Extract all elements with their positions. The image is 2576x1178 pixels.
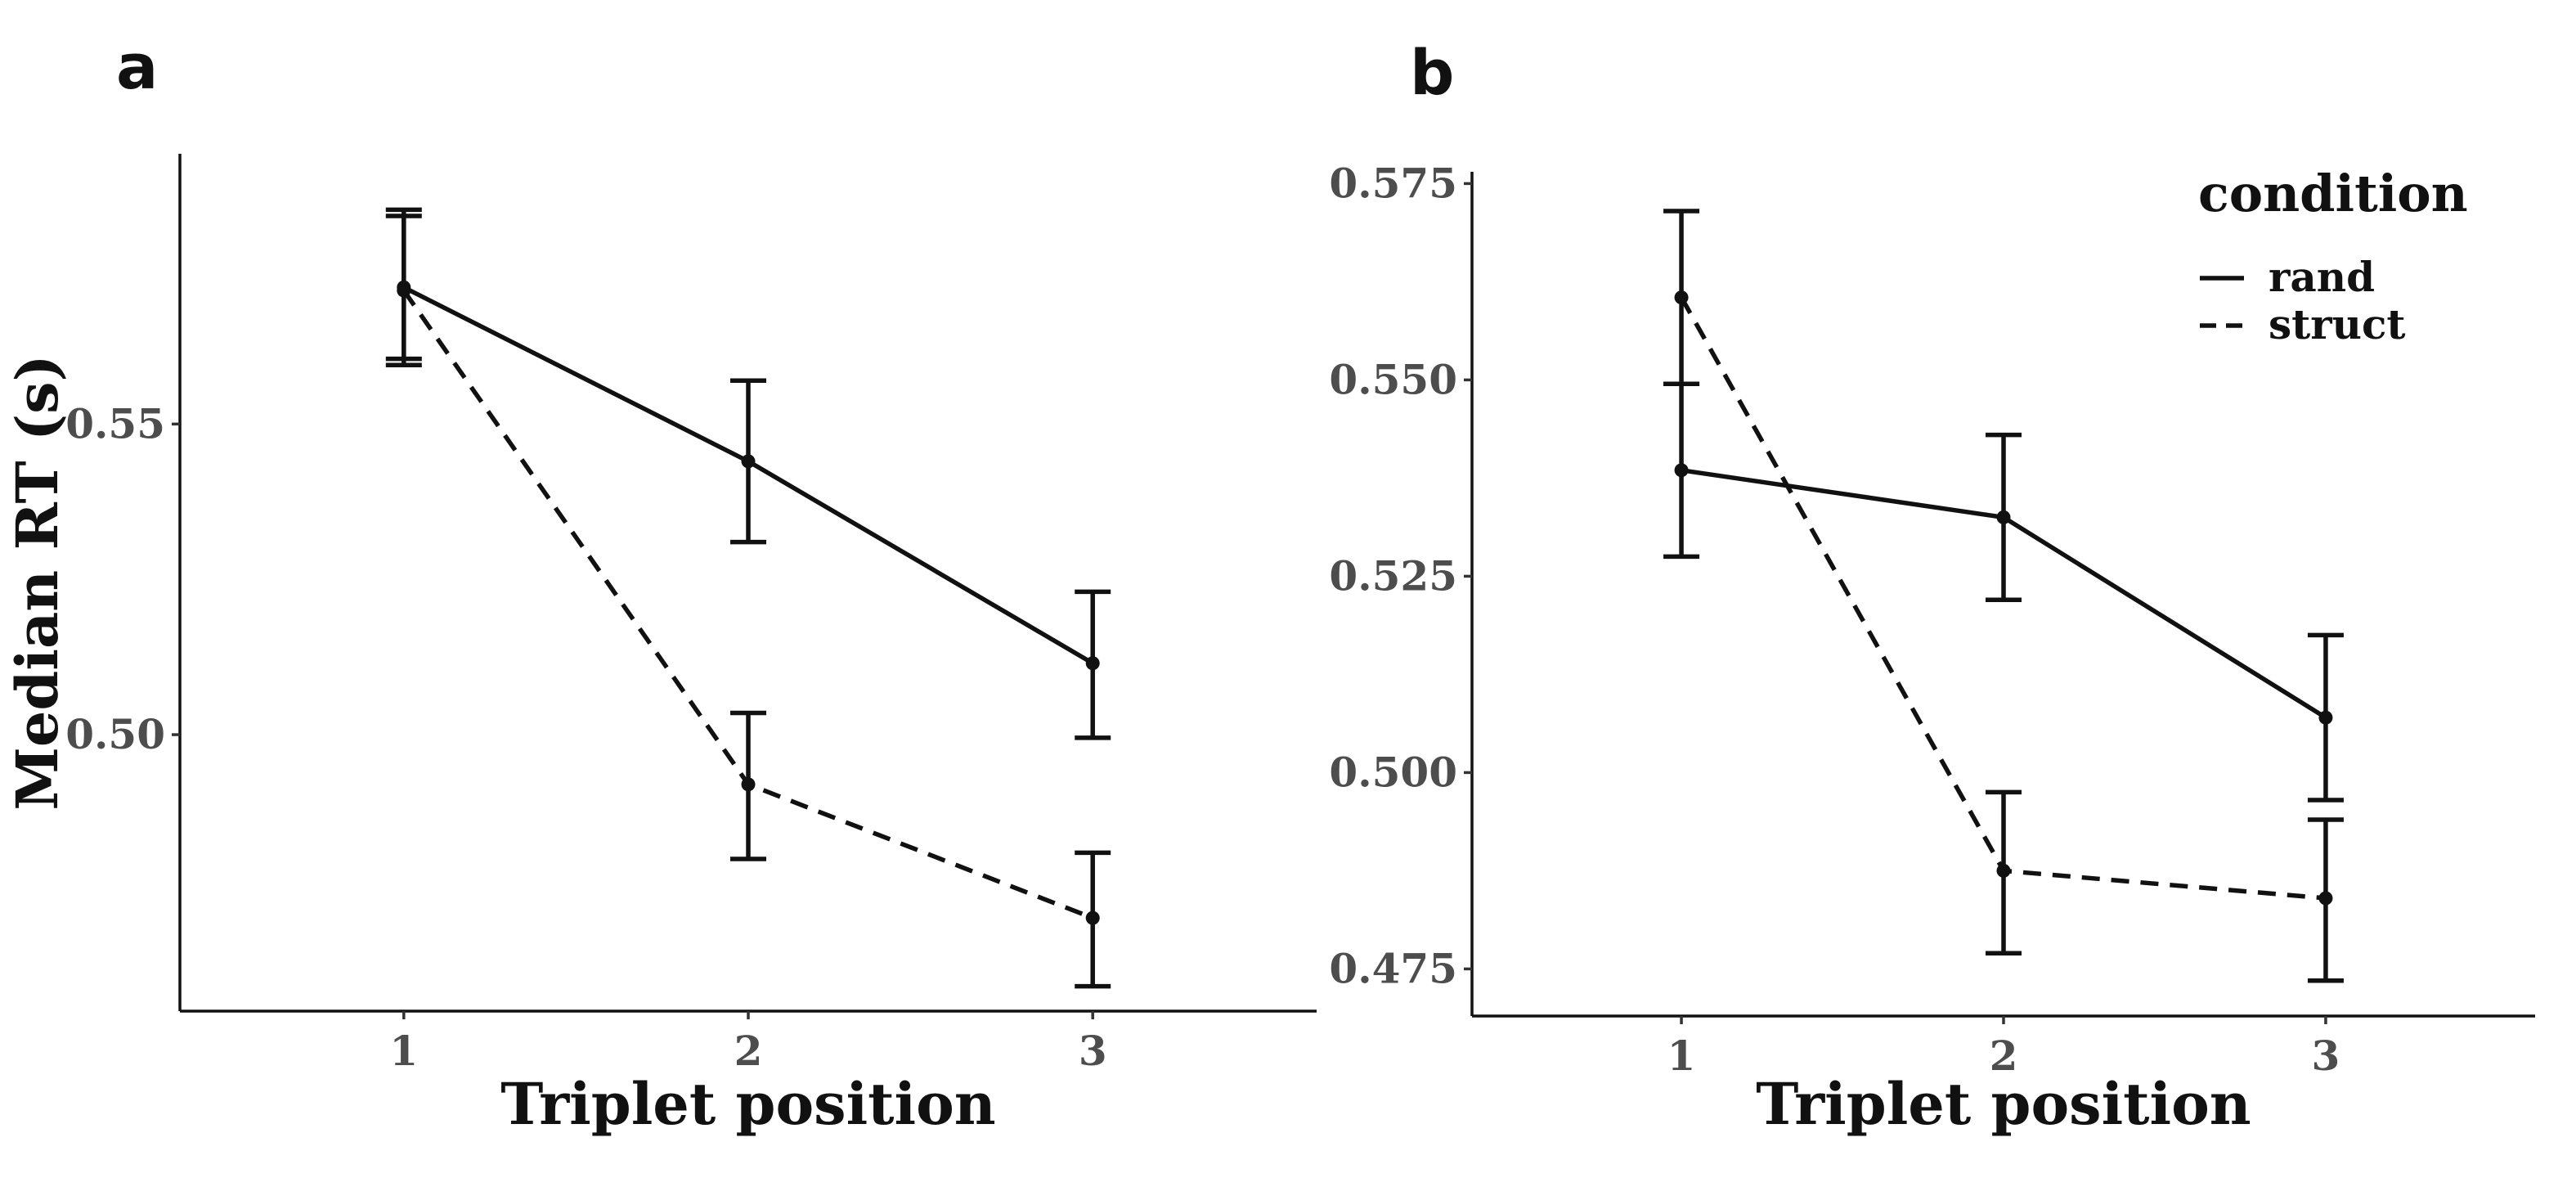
y-tick-label: 0.525 (1329, 551, 1457, 600)
panel-a: a 0.50 0.55 1 2 3 Triplet position Median RT (s… (3, 30, 1317, 1138)
x-axis-title: Triplet position (1756, 1070, 2251, 1138)
data-point-rand (1996, 510, 2011, 524)
legend-label-struct: struct (2269, 300, 2405, 348)
panel-b: b 0.475 0.500 0.525 0.550 0.575 1 2 3 Triplet pos… (1329, 36, 2535, 1138)
x-tick-label: 3 (2312, 1032, 2340, 1080)
panel-letter: a (116, 30, 158, 103)
panel-letter: b (1410, 36, 1454, 109)
data-point-struct (397, 283, 411, 298)
x-tick-label: 2 (734, 1027, 763, 1075)
data-point-struct (741, 777, 756, 792)
y-tick-label: 0.50 (65, 710, 165, 758)
y-tick-label: 0.500 (1329, 748, 1457, 796)
legend-title: condition (2198, 164, 2468, 223)
data-point-rand (741, 454, 756, 469)
x-tick-label: 1 (389, 1027, 418, 1075)
y-tick-label: 0.475 (1329, 944, 1457, 992)
y-tick-label: 0.55 (65, 399, 165, 447)
y-tick-label: 0.575 (1329, 159, 1457, 207)
y-axis-title: Median RT (s) (3, 354, 71, 810)
data-point-struct (1996, 863, 2011, 878)
data-point-struct (1085, 910, 1100, 925)
x-axis-title: Triplet position (500, 1070, 995, 1138)
data-point-rand (1674, 463, 1689, 478)
x-tick-label: 1 (1667, 1032, 1696, 1080)
legend-label-rand: rand (2269, 253, 2375, 301)
data-point-struct (2318, 891, 2333, 906)
y-tick-label: 0.550 (1329, 355, 1457, 403)
data-point-rand (1085, 656, 1100, 671)
data-point-rand (2318, 710, 2333, 725)
x-tick-label: 3 (1079, 1027, 1107, 1075)
x-tick-label: 2 (1990, 1032, 2018, 1080)
data-point-struct (1674, 290, 1689, 305)
